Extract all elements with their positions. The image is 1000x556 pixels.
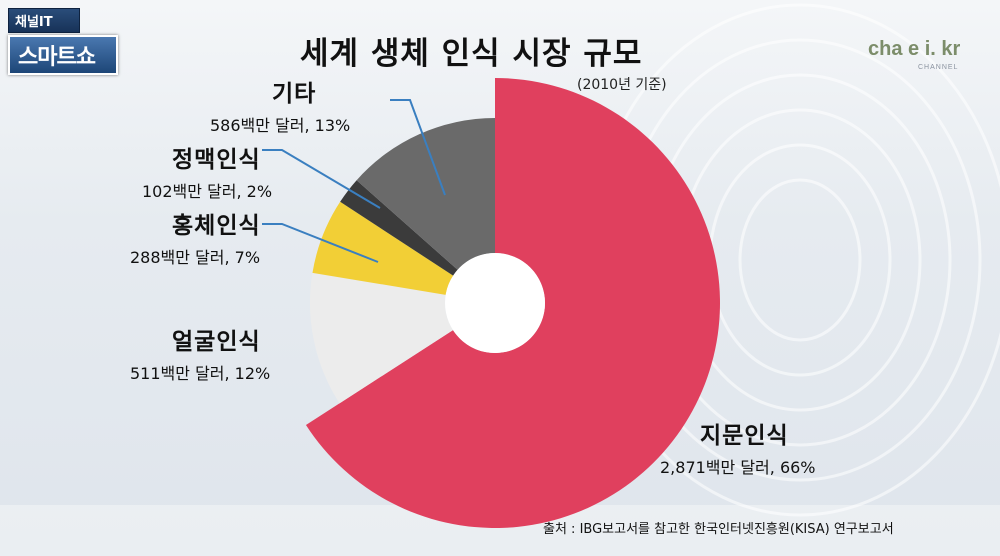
channel-badge: 채널IT 스마트쇼 (8, 8, 118, 75)
slice-value: 511백만 달러, 12% (130, 364, 271, 383)
label-other: 기타 (272, 74, 316, 108)
leader-line-3 (262, 149, 381, 209)
slice-4 (356, 118, 495, 270)
program-name: 스마트쇼 (8, 35, 118, 75)
slice-name: 홍체인식 (172, 213, 261, 239)
slice-name: 얼굴인식 (172, 329, 261, 355)
slice-value: 288백만 달러, 7% (130, 248, 261, 267)
leader-line-4 (390, 99, 446, 196)
slice-name: 지문인식 (700, 423, 789, 449)
logo-subtext: CHANNEL (918, 64, 959, 71)
slice-2 (312, 201, 454, 295)
slice-0 (305, 78, 720, 528)
logo-text: cha e i. kr (868, 38, 961, 60)
source-note: 출처 : IBG보고서를 참고한 한국인터넷진흥원(KISA) 연구보고서 (543, 522, 894, 537)
value-other: 586백만 달러, 13% (210, 108, 350, 136)
slice-3 (340, 180, 458, 276)
label-vein: 정맥인식 102백만 달러, 2% (142, 140, 272, 202)
slice-value: 2,871백만 달러, 66% (660, 458, 816, 477)
channel-name: 채널IT (8, 8, 80, 33)
donut-hole (445, 253, 545, 353)
slice-name: 기타 (272, 81, 317, 107)
slice-1 (309, 272, 453, 404)
label-face: 얼굴인식 511백만 달러, 12% (130, 322, 270, 384)
broadcaster-logo: cha e i. kr CHANNEL (868, 38, 998, 71)
label-fingerprint: 지문인식 2,871백만 달러, 66% (660, 416, 816, 478)
leader-line-2 (262, 223, 379, 263)
slice-value: 102백만 달러, 2% (142, 182, 273, 201)
label-iris: 홍체인식 288백만 달러, 7% (130, 206, 261, 268)
slice-name: 정맥인식 (172, 147, 261, 173)
chart-subtitle: (2010년 기준) (577, 77, 667, 93)
slice-value: 586백만 달러, 13% (210, 116, 351, 135)
chart-title: 세계 생체 인식 시장 규모 (300, 36, 643, 72)
